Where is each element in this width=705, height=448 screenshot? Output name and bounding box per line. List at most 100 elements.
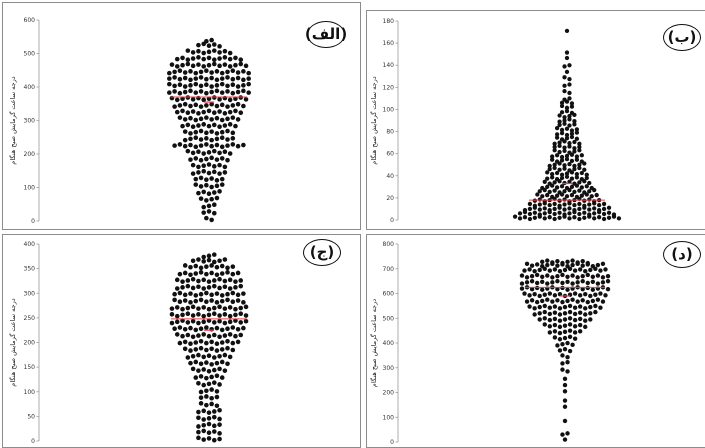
data-point bbox=[567, 113, 572, 119]
data-point bbox=[564, 105, 570, 110]
data-point bbox=[230, 82, 236, 88]
y-tick-label: 100 bbox=[24, 185, 36, 192]
data-point bbox=[201, 422, 207, 428]
data-point bbox=[219, 70, 225, 76]
data-point bbox=[517, 211, 523, 216]
data-point bbox=[204, 388, 209, 394]
data-point bbox=[201, 286, 207, 291]
data-point bbox=[562, 323, 568, 328]
data-point bbox=[557, 140, 562, 145]
data-point bbox=[569, 192, 575, 198]
data-point bbox=[214, 157, 220, 162]
data-point bbox=[182, 129, 188, 134]
data-point bbox=[204, 290, 209, 296]
data-point bbox=[554, 153, 560, 158]
data-point bbox=[201, 189, 207, 195]
data-point bbox=[219, 182, 225, 187]
data-point bbox=[542, 211, 547, 216]
data-point bbox=[198, 157, 204, 163]
data-point bbox=[206, 416, 212, 421]
data-point bbox=[185, 283, 191, 289]
data-point bbox=[206, 55, 212, 61]
y-tick-label: 200 bbox=[24, 151, 36, 158]
data-point bbox=[196, 123, 201, 128]
data-point bbox=[211, 409, 217, 414]
data-point bbox=[552, 165, 557, 171]
data-point bbox=[590, 287, 596, 292]
data-point bbox=[580, 278, 585, 284]
data-point bbox=[562, 311, 568, 316]
data-point bbox=[204, 394, 209, 399]
data-point bbox=[542, 292, 547, 297]
chart-panel-alef: 0 100 200 300 400 500 600 درجه ساعت گرمایش صبح … bbox=[2, 2, 361, 230]
data-point bbox=[190, 276, 196, 282]
data-point bbox=[243, 318, 249, 324]
data-point bbox=[206, 49, 212, 55]
data-point bbox=[206, 209, 212, 214]
data-point bbox=[233, 108, 238, 114]
data-point bbox=[555, 273, 560, 279]
data-point bbox=[557, 291, 563, 297]
data-point bbox=[211, 320, 217, 325]
data-point bbox=[230, 347, 236, 353]
data-point bbox=[198, 128, 204, 134]
data-point bbox=[206, 430, 212, 436]
data-point bbox=[570, 273, 575, 278]
data-point bbox=[217, 63, 222, 69]
data-point bbox=[564, 108, 570, 114]
data-point bbox=[190, 353, 196, 359]
data-point bbox=[552, 211, 557, 217]
data-point bbox=[519, 273, 525, 278]
data-point bbox=[227, 50, 233, 56]
data-point bbox=[217, 436, 222, 442]
data-point bbox=[214, 178, 220, 183]
data-point bbox=[565, 360, 570, 365]
data-point bbox=[209, 196, 214, 202]
data-point bbox=[574, 136, 580, 141]
data-point bbox=[574, 157, 580, 162]
data-point bbox=[564, 126, 570, 131]
data-point bbox=[577, 188, 582, 193]
data-point bbox=[547, 291, 553, 296]
data-point bbox=[201, 428, 207, 434]
data-point bbox=[557, 330, 563, 336]
data-point bbox=[198, 291, 204, 297]
data-point bbox=[560, 361, 565, 366]
data-point bbox=[180, 108, 185, 114]
y-axis-label: درجه ساعت گرمایش صبح هنگام bbox=[370, 76, 378, 164]
data-point bbox=[522, 291, 527, 296]
y-tick-label: 200 bbox=[383, 390, 395, 397]
data-point bbox=[562, 335, 568, 341]
data-point bbox=[587, 180, 592, 186]
data-point bbox=[180, 333, 185, 339]
data-point bbox=[572, 336, 578, 341]
data-point bbox=[222, 62, 228, 67]
data-point bbox=[572, 291, 578, 296]
data-point bbox=[579, 170, 584, 176]
data-point bbox=[567, 206, 572, 211]
data-point bbox=[605, 273, 611, 279]
data-point bbox=[559, 184, 565, 189]
data-point bbox=[547, 163, 552, 169]
data-point bbox=[169, 306, 175, 311]
data-point bbox=[567, 150, 572, 155]
data-point bbox=[182, 263, 188, 268]
data-point bbox=[596, 215, 602, 220]
data-point bbox=[574, 154, 580, 159]
data-point bbox=[177, 90, 183, 96]
y-tick-label: 0 bbox=[31, 438, 35, 445]
data-point bbox=[567, 211, 572, 216]
data-point bbox=[555, 259, 560, 264]
data-point bbox=[211, 48, 217, 53]
data-point bbox=[564, 185, 570, 191]
data-point bbox=[188, 272, 193, 278]
data-point bbox=[209, 362, 214, 367]
data-point bbox=[206, 285, 212, 290]
data-point bbox=[225, 89, 230, 94]
data-point bbox=[193, 298, 199, 304]
data-point bbox=[547, 317, 553, 323]
data-point bbox=[601, 211, 607, 217]
data-point bbox=[225, 104, 230, 109]
data-point bbox=[206, 333, 212, 339]
data-point bbox=[198, 196, 204, 201]
